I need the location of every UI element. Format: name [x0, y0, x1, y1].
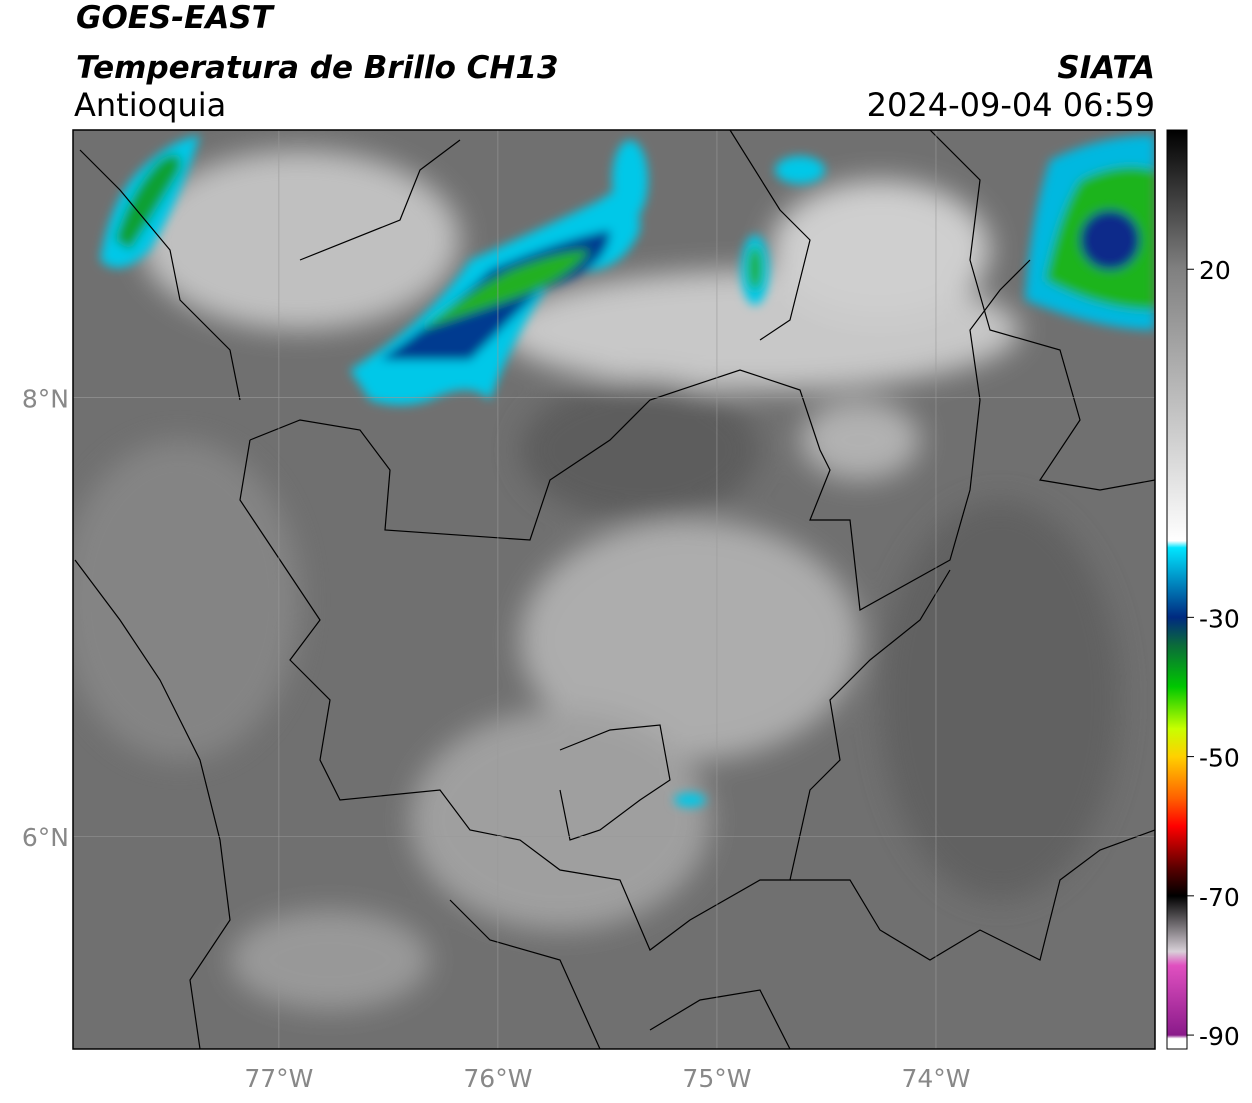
- lat-tick-label: 6°N: [22, 823, 69, 852]
- map-frame: [72, 129, 1156, 1050]
- lon-tick-label: 75°W: [682, 1064, 751, 1093]
- borders: [74, 130, 1155, 1049]
- source: SIATA: [1057, 50, 1155, 86]
- colorbar-tick-label: -70: [1199, 883, 1240, 912]
- colorbar-tick-label: 20: [1199, 256, 1231, 285]
- colorbar-tick-label: -50: [1199, 744, 1240, 773]
- satellite: GOES-EAST: [76, 0, 276, 36]
- colorbar: [1166, 129, 1188, 1050]
- lon-tick-label: 77°W: [244, 1064, 313, 1093]
- lon-tick-label: 74°W: [901, 1064, 970, 1093]
- lat-tick-label: 8°N: [22, 385, 69, 414]
- lon-tick-label: 76°W: [463, 1064, 532, 1093]
- region: Antioquia: [74, 86, 226, 124]
- datetime: 2024-09-04 06:59: [867, 86, 1155, 124]
- product: Temperatura de Brillo CH13: [76, 50, 559, 86]
- satellite-image: [73, 130, 1155, 1049]
- colorbar-tick-label: -90: [1199, 1022, 1240, 1051]
- colorbar-tick-label: -30: [1199, 604, 1240, 633]
